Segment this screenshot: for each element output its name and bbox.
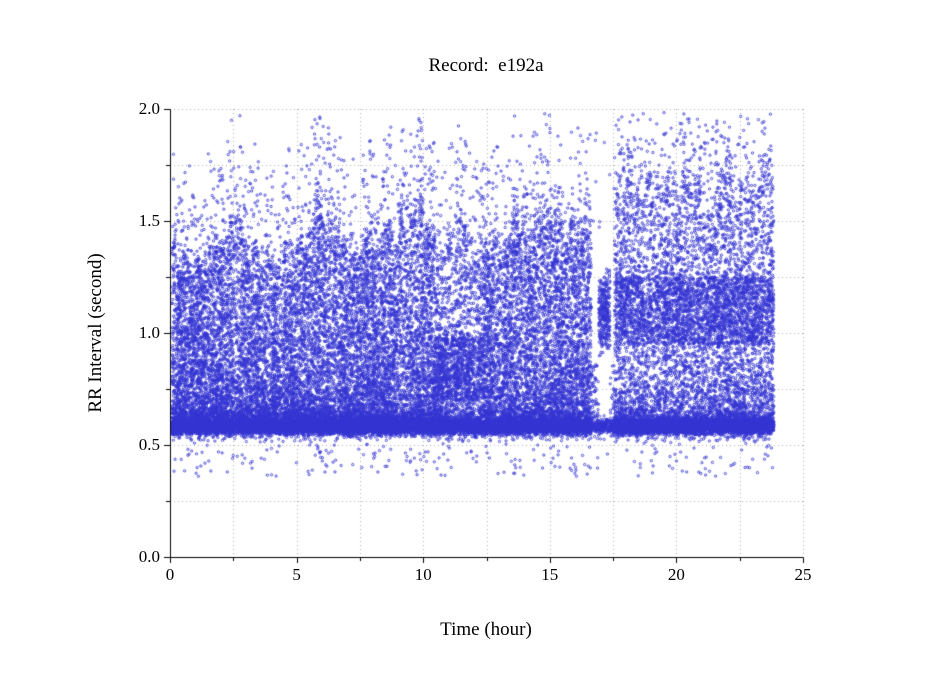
y-tick-label: 2.0 (138, 99, 160, 118)
x-tick-label: 25 (794, 565, 812, 584)
x-tick-label: 5 (292, 565, 301, 584)
x-tick-label: 15 (541, 565, 559, 584)
y-tick-label: 1.0 (138, 323, 160, 342)
y-tick-label: 0.5 (138, 435, 160, 454)
x-tick-label: 20 (667, 565, 685, 584)
x-tick-label: 0 (165, 565, 175, 584)
x-axis-label: Time (hour) (440, 619, 532, 640)
chart-title: Record: e192a (428, 55, 544, 76)
x-tick-label: 10 (414, 565, 432, 584)
y-tick-label: 1.5 (138, 211, 160, 230)
y-tick-label: 0.0 (138, 547, 160, 566)
